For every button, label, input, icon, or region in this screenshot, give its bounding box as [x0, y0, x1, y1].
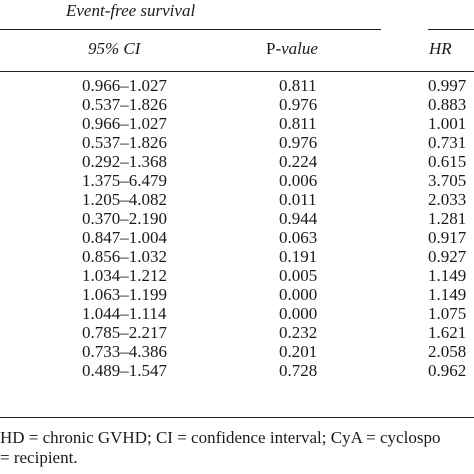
footnote-line-1: HD = chronic GVHD; CI = confidence inter… — [0, 428, 441, 447]
table-row: 0.489–1.547 0.728 0.962 — [0, 361, 474, 380]
cell-pvalue: 0.944 — [279, 209, 318, 228]
cell-ci: 1.044–1.114 — [82, 304, 167, 323]
cell-ci: 0.966–1.027 — [82, 76, 167, 95]
cell-ci: 0.856–1.032 — [82, 247, 167, 266]
table-footnote: HD = chronic GVHD; CI = confidence inter… — [0, 428, 474, 468]
table-bottom-rule — [0, 417, 474, 418]
group-header-event-free-survival: Event-free survival — [66, 1, 196, 20]
cell-pvalue: 0.728 — [279, 361, 318, 380]
cell-pvalue: 0.811 — [279, 76, 317, 95]
group-underline-rule — [0, 29, 381, 30]
cell-pvalue: 0.224 — [279, 152, 318, 171]
cell-ci: 0.785–2.217 — [82, 323, 167, 342]
cell-hr: 0.962 — [428, 361, 467, 380]
cell-hr: 0.927 — [428, 247, 467, 266]
cell-pvalue: 0.000 — [279, 304, 318, 323]
group-underline-rule-right — [428, 29, 474, 30]
footnote-line-2: = recipient. — [0, 448, 78, 467]
table-row: 1.034–1.212 0.005 1.149 — [0, 266, 474, 285]
cell-hr: 0.917 — [428, 228, 467, 247]
cell-ci: 0.537–1.826 — [82, 95, 167, 114]
cell-hr: 3.705 — [428, 171, 467, 190]
table-row: 1.044–1.114 0.000 1.075 — [0, 304, 474, 323]
cell-pvalue: 0.232 — [279, 323, 318, 342]
cell-ci: 0.370–2.190 — [82, 209, 167, 228]
table-row: 0.966–1.027 0.811 1.001 — [0, 114, 474, 133]
column-header-ci: 95% CI — [88, 39, 141, 58]
cell-hr: 2.058 — [428, 342, 467, 361]
table-row: 0.537–1.826 0.976 0.883 — [0, 95, 474, 114]
table-row: 0.537–1.826 0.976 0.731 — [0, 133, 474, 152]
cell-pvalue: 0.006 — [279, 171, 318, 190]
table-row: 0.292–1.368 0.224 0.615 — [0, 152, 474, 171]
cell-hr: 0.731 — [428, 133, 467, 152]
cell-pvalue: 0.005 — [279, 266, 318, 285]
cell-hr: 1.149 — [428, 285, 467, 304]
cell-hr: 1.001 — [428, 114, 467, 133]
cell-hr: 0.615 — [428, 152, 467, 171]
cell-pvalue: 0.976 — [279, 133, 318, 152]
cell-ci: 0.292–1.368 — [82, 152, 167, 171]
cell-ci: 1.375–6.479 — [82, 171, 167, 190]
cell-ci: 1.063–1.199 — [82, 285, 167, 304]
header-bottom-rule — [0, 71, 474, 72]
cell-hr: 0.883 — [428, 95, 467, 114]
cell-ci: 0.537–1.826 — [82, 133, 167, 152]
cell-pvalue: 0.811 — [279, 114, 317, 133]
cell-hr: 1.281 — [428, 209, 467, 228]
table-row: 0.733–4.386 0.201 2.058 — [0, 342, 474, 361]
table-row: 0.785–2.217 0.232 1.621 — [0, 323, 474, 342]
cell-hr: 2.033 — [428, 190, 467, 209]
cell-hr: 1.149 — [428, 266, 467, 285]
cell-ci: 1.205–4.082 — [82, 190, 167, 209]
cell-pvalue: 0.191 — [279, 247, 318, 266]
cell-hr: 1.075 — [428, 304, 467, 323]
cell-hr: 1.621 — [428, 323, 467, 342]
table-row: 1.375–6.479 0.006 3.705 — [0, 171, 474, 190]
column-header-pvalue-suffix: value — [281, 39, 318, 58]
table-row: 0.966–1.027 0.811 0.997 — [0, 76, 474, 95]
column-header-pvalue-prefix: P- — [266, 39, 282, 58]
table-body: 0.966–1.027 0.811 0.997 0.537–1.826 0.97… — [0, 76, 474, 380]
cell-ci: 0.489–1.547 — [82, 361, 167, 380]
cell-ci: 1.034–1.212 — [82, 266, 167, 285]
cell-ci: 0.847–1.004 — [82, 228, 167, 247]
cell-ci: 0.966–1.027 — [82, 114, 167, 133]
cell-pvalue: 0.201 — [279, 342, 318, 361]
table-row: 0.847–1.004 0.063 0.917 — [0, 228, 474, 247]
cell-pvalue: 0.011 — [279, 190, 317, 209]
table-row: 1.205–4.082 0.011 2.033 — [0, 190, 474, 209]
column-header-pvalue: P-value — [266, 38, 318, 60]
cell-pvalue: 0.000 — [279, 285, 318, 304]
table-row: 1.063–1.199 0.000 1.149 — [0, 285, 474, 304]
table-row: 0.856–1.032 0.191 0.927 — [0, 247, 474, 266]
cell-pvalue: 0.976 — [279, 95, 318, 114]
cell-ci: 0.733–4.386 — [82, 342, 167, 361]
cell-hr: 0.997 — [428, 76, 467, 95]
cell-pvalue: 0.063 — [279, 228, 318, 247]
column-header-hr: HR — [429, 39, 452, 58]
table-row: 0.370–2.190 0.944 1.281 — [0, 209, 474, 228]
